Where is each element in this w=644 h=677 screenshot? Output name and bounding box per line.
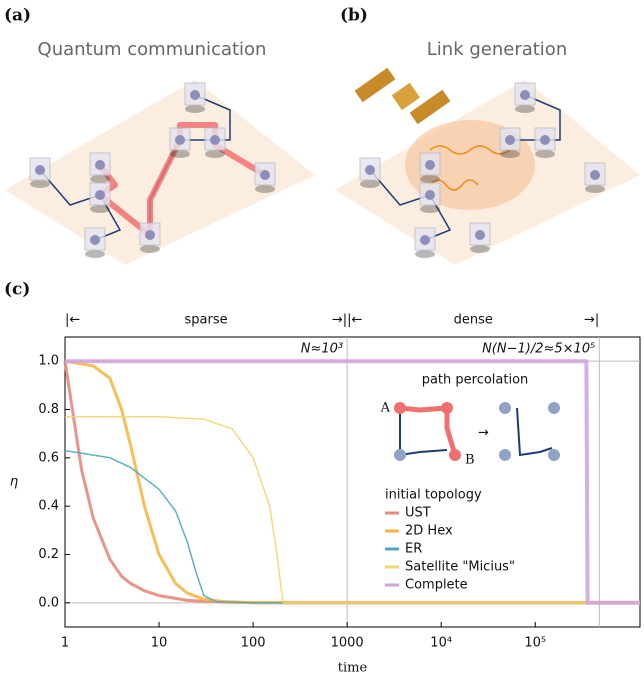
chart: 0.0 0.2 0.4 0.6 0.8 1.0 1 10 100 1000 10⁴ 10⁵ time η |… <box>10 313 640 676</box>
node <box>90 235 100 245</box>
node-shadow <box>205 150 225 158</box>
node <box>520 90 530 100</box>
regime-label: dense <box>454 313 493 328</box>
node <box>590 170 600 180</box>
node-shadow <box>185 105 205 113</box>
panel-title: Link generation <box>427 39 567 60</box>
x-tick-label: 1000 <box>331 636 364 651</box>
series-line <box>65 417 640 603</box>
bracket-arrow: |← <box>347 313 362 328</box>
node-shadow <box>90 205 110 213</box>
inset-label: A <box>380 401 391 416</box>
inset-node <box>548 402 560 414</box>
inset-title: path percolation <box>422 373 529 388</box>
node <box>95 190 105 200</box>
regime-label: sparse <box>185 313 228 328</box>
node-shadow <box>420 205 440 213</box>
node <box>420 235 430 245</box>
node <box>505 135 515 145</box>
satellite <box>355 68 451 124</box>
x-tick-label: 10 <box>151 636 168 651</box>
legend-label: Satellite "Micius" <box>405 560 515 575</box>
inset-node <box>394 402 406 414</box>
panel-label: (c) <box>4 280 30 300</box>
y-tick-label: 1.0 <box>38 354 59 369</box>
series-line <box>65 361 640 603</box>
node-shadow <box>30 180 50 188</box>
node <box>425 160 435 170</box>
y-tick-label: 0.4 <box>38 499 59 514</box>
inset-node <box>394 449 406 461</box>
inset-label: B <box>465 453 475 468</box>
legend-label: ER <box>405 542 422 557</box>
node <box>210 135 220 145</box>
series-line <box>65 361 640 603</box>
inset-node <box>499 449 511 461</box>
inset-path <box>400 408 455 455</box>
y-axis-label: η <box>10 475 18 490</box>
panel-title: Quantum communication <box>38 39 267 60</box>
node-shadow <box>585 185 605 193</box>
plot-frame <box>65 337 640 627</box>
x-tick-label: 10⁵ <box>524 636 546 651</box>
node <box>475 230 485 240</box>
node-shadow <box>500 150 520 158</box>
node <box>425 190 435 200</box>
x-axis-label: time <box>338 661 368 676</box>
node-shadow <box>535 150 555 158</box>
node <box>175 135 185 145</box>
inset-arrow: → <box>478 426 489 441</box>
series-line <box>65 361 640 603</box>
bracket-arrow: →| <box>332 313 347 328</box>
node <box>145 230 155 240</box>
node-shadow <box>470 245 490 253</box>
figure: (a) Quantum communication (b) Link gener… <box>0 0 644 677</box>
node <box>35 165 45 175</box>
node-shadow <box>170 150 190 158</box>
bracket-arrow: |← <box>65 313 80 328</box>
y-tick-label: 0.8 <box>38 402 59 417</box>
node <box>95 160 105 170</box>
bracket-arrow: →| <box>584 313 599 328</box>
panel-label: (b) <box>340 6 368 26</box>
inset-node <box>449 449 461 461</box>
node <box>190 90 200 100</box>
node-shadow <box>255 185 275 193</box>
node-shadow <box>90 175 110 183</box>
inset-node <box>548 449 560 461</box>
node <box>540 135 550 145</box>
inset-node <box>499 402 511 414</box>
node-shadow <box>140 245 160 253</box>
panel-label: (a) <box>4 6 31 26</box>
legend-title: initial topology <box>385 488 482 503</box>
node-shadow <box>420 175 440 183</box>
x-tick-label: 1 <box>61 636 69 651</box>
legend-label: UST <box>405 506 431 521</box>
legend-label: 2D Hex <box>405 524 453 539</box>
y-tick-label: 0.6 <box>38 450 59 465</box>
node-shadow <box>360 180 380 188</box>
node <box>365 165 375 175</box>
legend-label: Complete <box>405 578 468 593</box>
inset-link <box>400 408 447 455</box>
x-tick-label: 100 <box>241 636 266 651</box>
inset-link <box>517 408 554 455</box>
x-tick-label: 10⁴ <box>430 636 452 651</box>
y-tick-label: 0.2 <box>38 547 59 562</box>
node-shadow <box>85 250 105 258</box>
node-shadow <box>515 105 535 113</box>
node-shadow <box>415 250 435 258</box>
scale-label: N≈10³ <box>301 342 343 357</box>
node <box>260 170 270 180</box>
scale-label: N(N−1)/2≈5×10⁵ <box>482 342 595 357</box>
inset-node <box>441 402 453 414</box>
y-tick-label: 0.0 <box>38 595 59 610</box>
